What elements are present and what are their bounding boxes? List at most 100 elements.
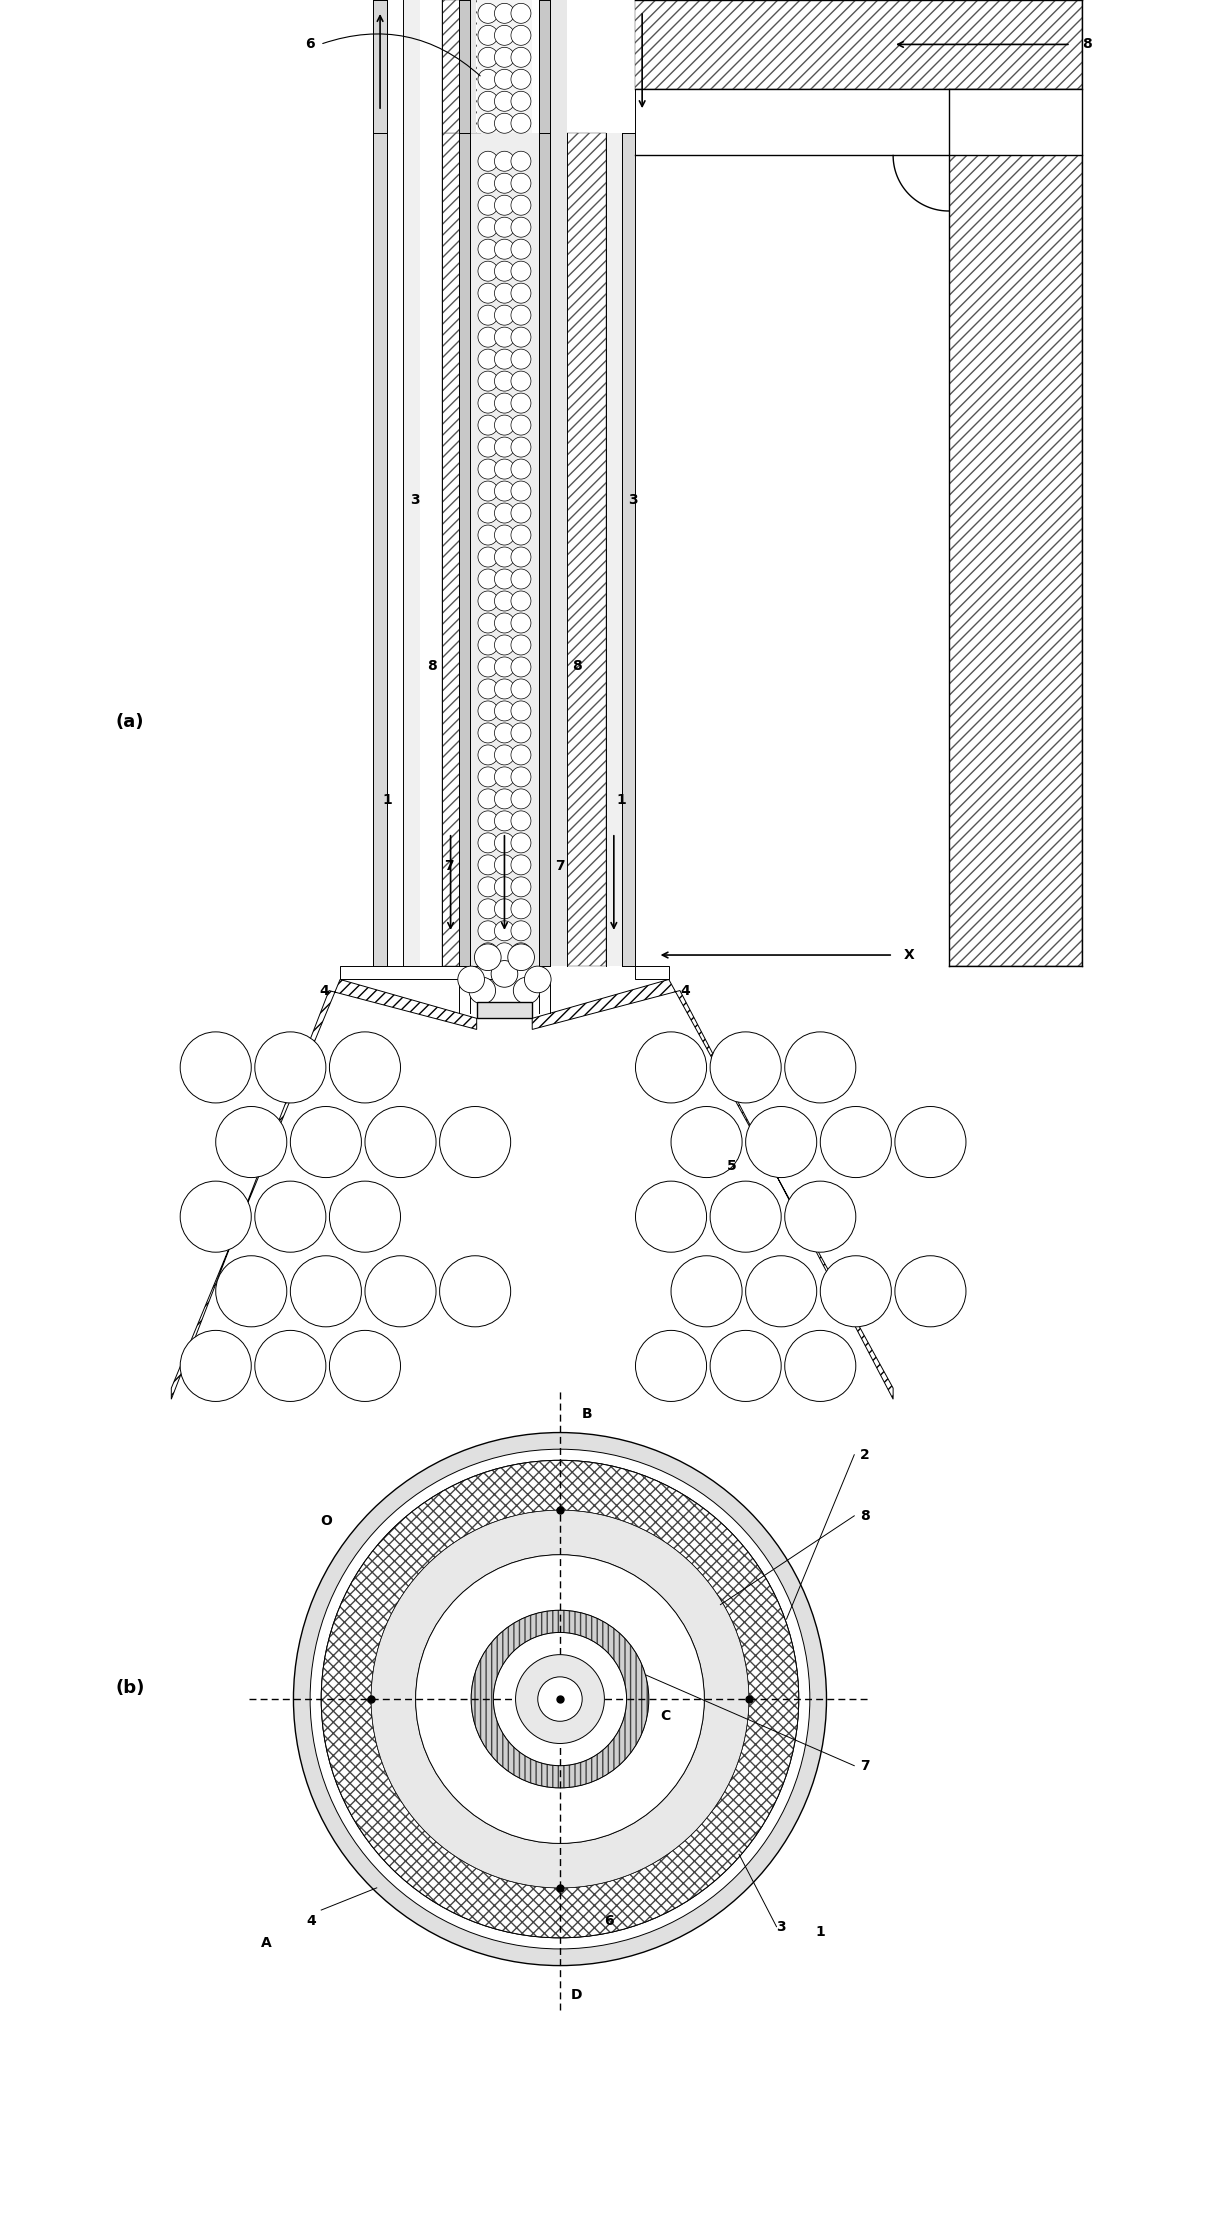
Circle shape — [495, 877, 515, 897]
Circle shape — [495, 4, 515, 24]
Circle shape — [478, 218, 499, 238]
Circle shape — [635, 1182, 707, 1253]
Circle shape — [478, 240, 499, 260]
Text: (a): (a) — [116, 713, 144, 731]
Circle shape — [478, 415, 499, 435]
Text: O: O — [320, 1515, 332, 1528]
Circle shape — [635, 1330, 707, 1401]
Bar — [606, 133, 622, 966]
Circle shape — [495, 349, 515, 369]
Circle shape — [478, 524, 499, 544]
Text: 3: 3 — [410, 493, 420, 506]
Circle shape — [469, 977, 496, 1004]
Circle shape — [511, 657, 531, 677]
Circle shape — [495, 722, 515, 742]
Circle shape — [491, 959, 518, 986]
Circle shape — [511, 173, 531, 193]
Circle shape — [291, 1106, 362, 1177]
Bar — [459, 133, 475, 966]
Text: D: D — [571, 1988, 582, 2001]
Circle shape — [495, 942, 515, 964]
Circle shape — [478, 460, 499, 480]
Circle shape — [495, 900, 515, 919]
Circle shape — [495, 524, 515, 544]
Circle shape — [478, 680, 499, 700]
Circle shape — [511, 113, 531, 133]
Text: 6: 6 — [305, 38, 315, 51]
Circle shape — [495, 855, 515, 875]
Bar — [539, 133, 550, 966]
Circle shape — [511, 240, 531, 260]
Circle shape — [310, 1448, 810, 1950]
Circle shape — [511, 613, 531, 633]
Circle shape — [291, 1255, 362, 1326]
Circle shape — [524, 966, 551, 993]
Text: 1: 1 — [617, 793, 627, 806]
Circle shape — [364, 1106, 436, 1177]
Bar — [550, 0, 566, 133]
Circle shape — [511, 371, 531, 391]
Circle shape — [478, 326, 499, 346]
Text: 8: 8 — [572, 660, 582, 673]
Bar — [404, 0, 420, 133]
Bar — [442, 0, 481, 133]
Circle shape — [511, 811, 531, 831]
Circle shape — [511, 591, 531, 611]
Text: X: X — [905, 948, 915, 962]
Circle shape — [478, 371, 499, 391]
Circle shape — [511, 942, 531, 964]
Circle shape — [495, 47, 515, 67]
Circle shape — [495, 304, 515, 324]
Circle shape — [180, 1033, 251, 1104]
Circle shape — [495, 788, 515, 808]
Circle shape — [511, 502, 531, 522]
Circle shape — [511, 524, 531, 544]
Circle shape — [820, 1106, 891, 1177]
Circle shape — [495, 591, 515, 611]
Circle shape — [478, 766, 499, 786]
Bar — [635, 0, 1082, 89]
Bar — [459, 0, 475, 133]
Circle shape — [255, 1330, 326, 1401]
Circle shape — [478, 722, 499, 742]
Text: C: C — [660, 1708, 670, 1723]
Circle shape — [511, 702, 531, 722]
Polygon shape — [171, 979, 476, 1399]
Bar — [404, 133, 420, 966]
Circle shape — [507, 944, 534, 971]
Circle shape — [478, 438, 499, 458]
Circle shape — [478, 900, 499, 919]
Circle shape — [511, 195, 531, 215]
Circle shape — [538, 1677, 582, 1721]
Bar — [470, 133, 539, 966]
Circle shape — [458, 966, 485, 993]
Text: A: A — [261, 1937, 271, 1950]
Circle shape — [511, 47, 531, 67]
Circle shape — [474, 944, 501, 971]
Circle shape — [478, 173, 499, 193]
Bar — [459, 0, 470, 133]
Circle shape — [416, 1555, 704, 1843]
Bar — [442, 133, 481, 966]
Circle shape — [511, 218, 531, 238]
Circle shape — [495, 173, 515, 193]
Circle shape — [478, 113, 499, 133]
Circle shape — [478, 282, 499, 302]
Circle shape — [820, 1255, 891, 1326]
Circle shape — [511, 788, 531, 808]
Circle shape — [478, 788, 499, 808]
Circle shape — [513, 977, 540, 1004]
Circle shape — [495, 811, 515, 831]
Circle shape — [511, 569, 531, 589]
Circle shape — [478, 744, 499, 764]
Circle shape — [478, 613, 499, 633]
Circle shape — [784, 1330, 856, 1401]
Bar — [566, 133, 606, 966]
Circle shape — [495, 415, 515, 435]
Circle shape — [478, 262, 499, 282]
Text: 7: 7 — [859, 1759, 869, 1772]
Circle shape — [511, 482, 531, 502]
Circle shape — [746, 1255, 816, 1326]
Text: 7: 7 — [443, 860, 453, 873]
Circle shape — [478, 833, 499, 853]
